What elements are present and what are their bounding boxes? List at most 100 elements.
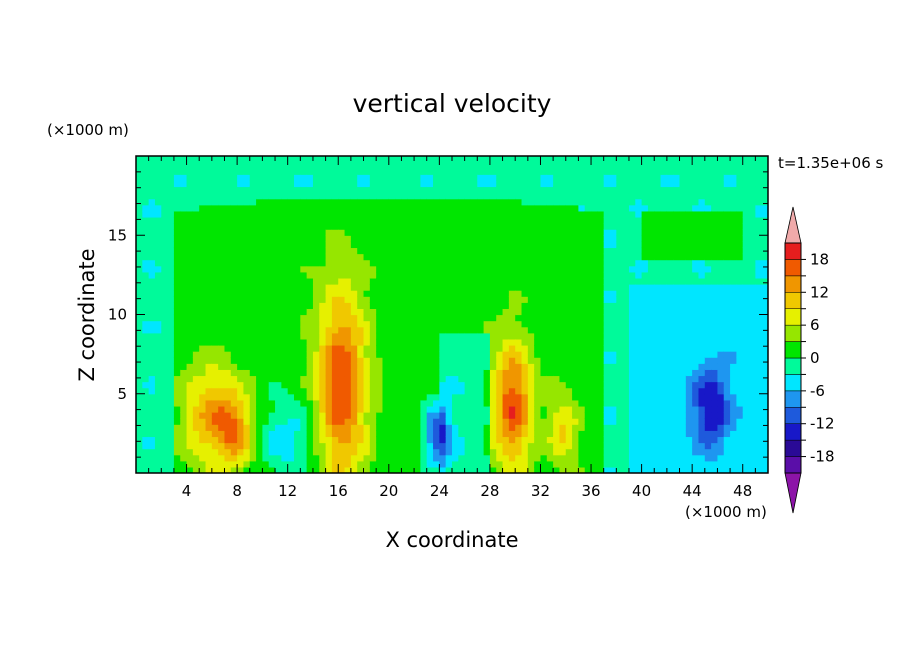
field-cell bbox=[496, 326, 504, 334]
field-cell bbox=[477, 235, 485, 242]
field-cell bbox=[711, 326, 719, 334]
field-cell bbox=[186, 302, 194, 310]
field-cell bbox=[635, 162, 643, 169]
field-cell bbox=[205, 296, 213, 303]
field-cell bbox=[679, 156, 687, 163]
field-cell bbox=[395, 442, 403, 450]
field-cell bbox=[515, 460, 523, 468]
field-cell bbox=[610, 314, 617, 322]
field-cell bbox=[136, 235, 143, 242]
field-cell bbox=[584, 460, 592, 468]
field-cell bbox=[167, 412, 175, 419]
field-cell bbox=[496, 284, 504, 291]
field-cell bbox=[477, 418, 485, 425]
field-cell bbox=[717, 326, 725, 334]
field-cell bbox=[540, 308, 548, 316]
field-cell bbox=[294, 265, 301, 273]
field-cell bbox=[616, 351, 624, 358]
field-cell bbox=[597, 338, 605, 346]
field-cell bbox=[319, 357, 327, 364]
field-cell bbox=[540, 284, 548, 291]
field-cell bbox=[603, 192, 611, 200]
field-cell bbox=[414, 253, 421, 261]
field-cell bbox=[711, 369, 719, 377]
field-cell bbox=[489, 302, 497, 310]
field-cell bbox=[192, 192, 200, 200]
field-cell bbox=[439, 412, 447, 419]
field-cell bbox=[230, 235, 238, 242]
field-cell bbox=[325, 308, 333, 316]
field-cell bbox=[628, 277, 636, 285]
field-cell bbox=[186, 393, 194, 401]
field-cell bbox=[414, 223, 421, 230]
field-cell bbox=[439, 296, 447, 303]
field-cell bbox=[218, 198, 226, 206]
field-cell bbox=[692, 442, 700, 450]
field-cell bbox=[572, 241, 579, 249]
field-cell bbox=[294, 326, 301, 334]
field-cell bbox=[186, 344, 194, 352]
field-cell bbox=[230, 399, 238, 407]
field-cell bbox=[704, 308, 712, 316]
field-cell bbox=[294, 381, 301, 389]
field-cell bbox=[572, 247, 579, 255]
field-cell bbox=[666, 436, 674, 444]
field-cell bbox=[426, 387, 434, 395]
field-cell bbox=[641, 357, 649, 364]
field-cell bbox=[622, 180, 630, 188]
field-cell bbox=[382, 381, 390, 389]
field-cell bbox=[249, 314, 257, 322]
field-cell bbox=[306, 235, 314, 242]
field-cell bbox=[736, 284, 744, 291]
field-cell bbox=[154, 247, 162, 255]
field-cell bbox=[704, 393, 712, 401]
field-cell bbox=[508, 436, 516, 444]
field-cell bbox=[723, 186, 731, 194]
field-cell bbox=[578, 466, 586, 473]
field-cell bbox=[521, 466, 529, 473]
field-cell bbox=[654, 442, 662, 450]
field-cell bbox=[186, 363, 194, 370]
field-cell bbox=[616, 320, 624, 328]
field-cell bbox=[382, 357, 390, 364]
field-cell bbox=[237, 387, 245, 395]
field-cell bbox=[281, 247, 289, 255]
field-cell bbox=[275, 363, 282, 370]
field-cell bbox=[237, 363, 245, 370]
field-cell bbox=[508, 357, 516, 364]
field-cell bbox=[723, 399, 731, 407]
field-cell bbox=[331, 442, 339, 450]
field-cell bbox=[401, 180, 409, 188]
field-cell bbox=[553, 186, 561, 194]
field-cell bbox=[660, 344, 668, 352]
field-cell bbox=[319, 259, 327, 267]
field-cell bbox=[572, 369, 579, 377]
field-cell bbox=[711, 418, 719, 425]
field-cell bbox=[698, 448, 706, 456]
field-cell bbox=[262, 405, 270, 413]
field-cell bbox=[287, 320, 295, 328]
field-cell bbox=[173, 363, 181, 370]
field-cell bbox=[591, 210, 598, 218]
field-cell bbox=[534, 369, 542, 377]
field-cell bbox=[445, 381, 453, 389]
field-cell bbox=[338, 308, 346, 316]
field-cell bbox=[230, 375, 238, 383]
field-cell bbox=[180, 204, 188, 212]
field-cell bbox=[268, 241, 276, 249]
field-cell bbox=[414, 442, 421, 450]
field-cell bbox=[331, 418, 339, 425]
field-cell bbox=[154, 418, 162, 425]
field-cell bbox=[584, 186, 592, 194]
field-cell bbox=[534, 344, 542, 352]
field-cell bbox=[369, 387, 377, 395]
field-cell bbox=[692, 235, 700, 242]
field-cell bbox=[559, 253, 567, 261]
field-cell bbox=[161, 320, 169, 328]
field-cell bbox=[711, 302, 719, 310]
field-cell bbox=[395, 204, 403, 212]
field-cell bbox=[180, 229, 188, 236]
field-cell bbox=[161, 198, 169, 206]
field-cell bbox=[654, 296, 662, 303]
field-cell bbox=[262, 265, 270, 273]
